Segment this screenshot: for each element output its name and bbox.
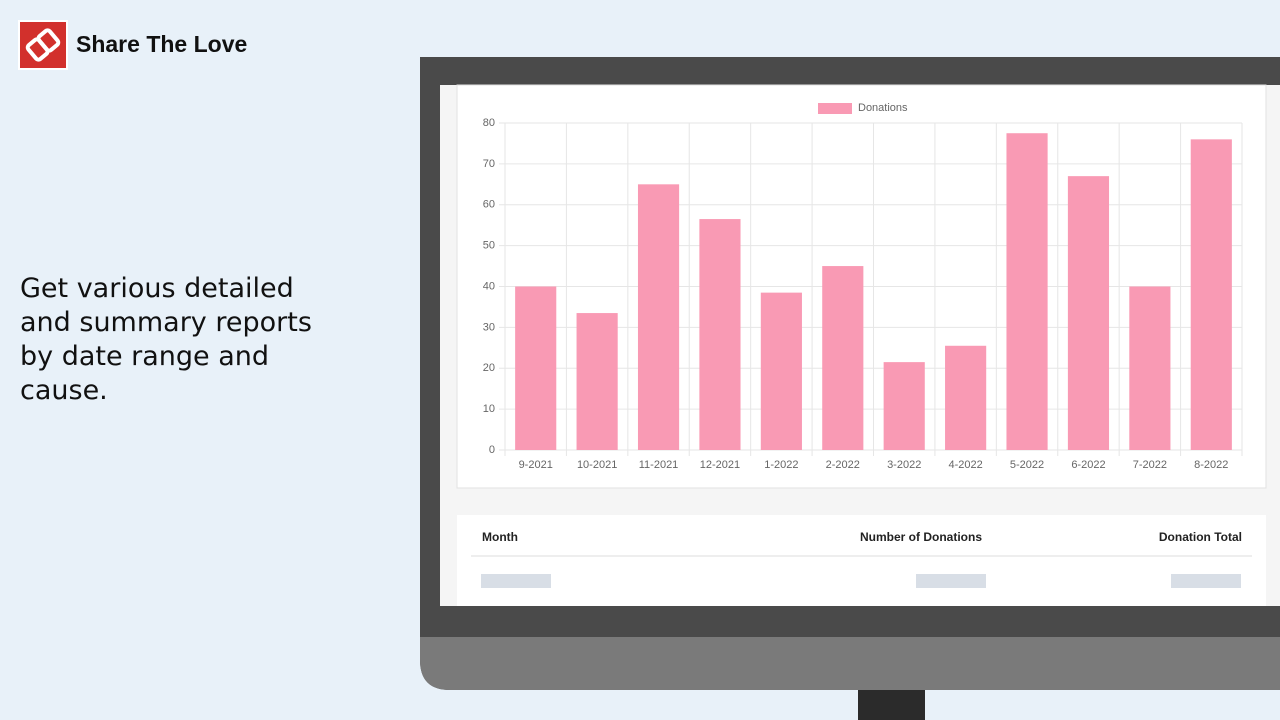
- bar: [1006, 133, 1048, 450]
- table-header: Donation Total: [1159, 530, 1242, 544]
- placeholder: [1171, 574, 1241, 588]
- y-tick-label: 60: [483, 199, 495, 211]
- bar: [883, 362, 925, 450]
- placeholder: [916, 574, 986, 588]
- x-tick-label: 11-2021: [639, 459, 679, 471]
- x-tick-label: 8-2022: [1194, 459, 1228, 471]
- x-tick-label: 6-2022: [1071, 459, 1105, 471]
- x-tick-label: 7-2022: [1133, 459, 1167, 471]
- legend-label: Donations: [858, 102, 908, 114]
- x-tick-label: 5-2022: [1010, 459, 1044, 471]
- bar: [945, 345, 987, 450]
- tagline: Get various detailed and summary reports…: [20, 273, 312, 406]
- y-tick-label: 80: [483, 117, 495, 129]
- x-tick-label: 9-2021: [519, 459, 553, 471]
- y-tick-label: 20: [483, 362, 495, 374]
- table-card: [457, 515, 1266, 606]
- x-tick-label: 2-2022: [826, 459, 860, 471]
- x-tick-label: 4-2022: [948, 459, 982, 471]
- x-tick-label: 10-2021: [577, 459, 617, 471]
- bar: [1067, 176, 1110, 450]
- bar: [1129, 286, 1171, 450]
- bar: [576, 313, 618, 450]
- x-tick-label: 3-2022: [887, 459, 921, 471]
- bar: [699, 219, 741, 450]
- legend-swatch: [818, 103, 852, 114]
- bar: [760, 292, 802, 450]
- placeholder: [481, 574, 551, 588]
- table-header: Number of Donations: [860, 530, 982, 544]
- y-tick-label: 30: [483, 321, 495, 333]
- y-tick-label: 70: [483, 158, 495, 170]
- x-tick-label: 12-2021: [700, 459, 740, 471]
- y-tick-label: 10: [483, 403, 495, 415]
- brand-name: Share The Love: [76, 31, 247, 57]
- y-tick-label: 50: [483, 240, 495, 252]
- y-tick-label: 40: [483, 280, 495, 292]
- bar: [515, 286, 557, 450]
- y-tick-label: 0: [489, 444, 495, 456]
- table-header: Month: [482, 530, 518, 544]
- monitor-bezel: [420, 637, 1280, 690]
- bar: [1190, 139, 1232, 450]
- logo-icon: [25, 28, 61, 62]
- x-tick-label: 1-2022: [764, 459, 798, 471]
- bar: [822, 266, 864, 450]
- bar: [637, 184, 680, 450]
